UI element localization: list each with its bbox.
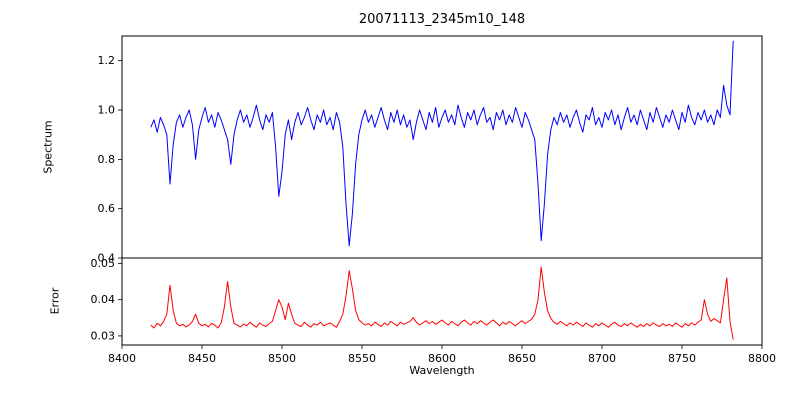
y-tick-label: 1.0: [98, 104, 116, 117]
axes-border: [121, 35, 763, 259]
x-tick-label: 8650: [508, 352, 536, 365]
x-axis-label: Wavelength: [409, 364, 475, 377]
x-tick-label: 8750: [668, 352, 696, 365]
y-tick-label: 0.03: [91, 329, 116, 342]
x-tick-label: 8800: [748, 352, 776, 365]
chart-title: 20071113_2345m10_148: [358, 12, 526, 27]
x-tick-label: 8700: [588, 352, 616, 365]
x-tick-label: 8550: [348, 352, 376, 365]
x-tick-label: 8400: [108, 352, 136, 365]
axes-border: [121, 257, 763, 346]
y-tick-label: 1.2: [98, 54, 116, 67]
spectrum-line: [150, 40, 734, 247]
x-tick-label: 8600: [428, 352, 456, 365]
error-line: [150, 266, 734, 340]
y-tick-label: 0.05: [91, 257, 116, 270]
x-tick-label: 8450: [188, 352, 216, 365]
y-tick-label: 0.04: [91, 293, 116, 306]
x-tick-label: 8500: [268, 352, 296, 365]
y-tick-label: 0.4: [98, 252, 116, 265]
y-tick-label: 0.6: [98, 202, 116, 215]
y-tick-label: 0.8: [98, 153, 116, 166]
